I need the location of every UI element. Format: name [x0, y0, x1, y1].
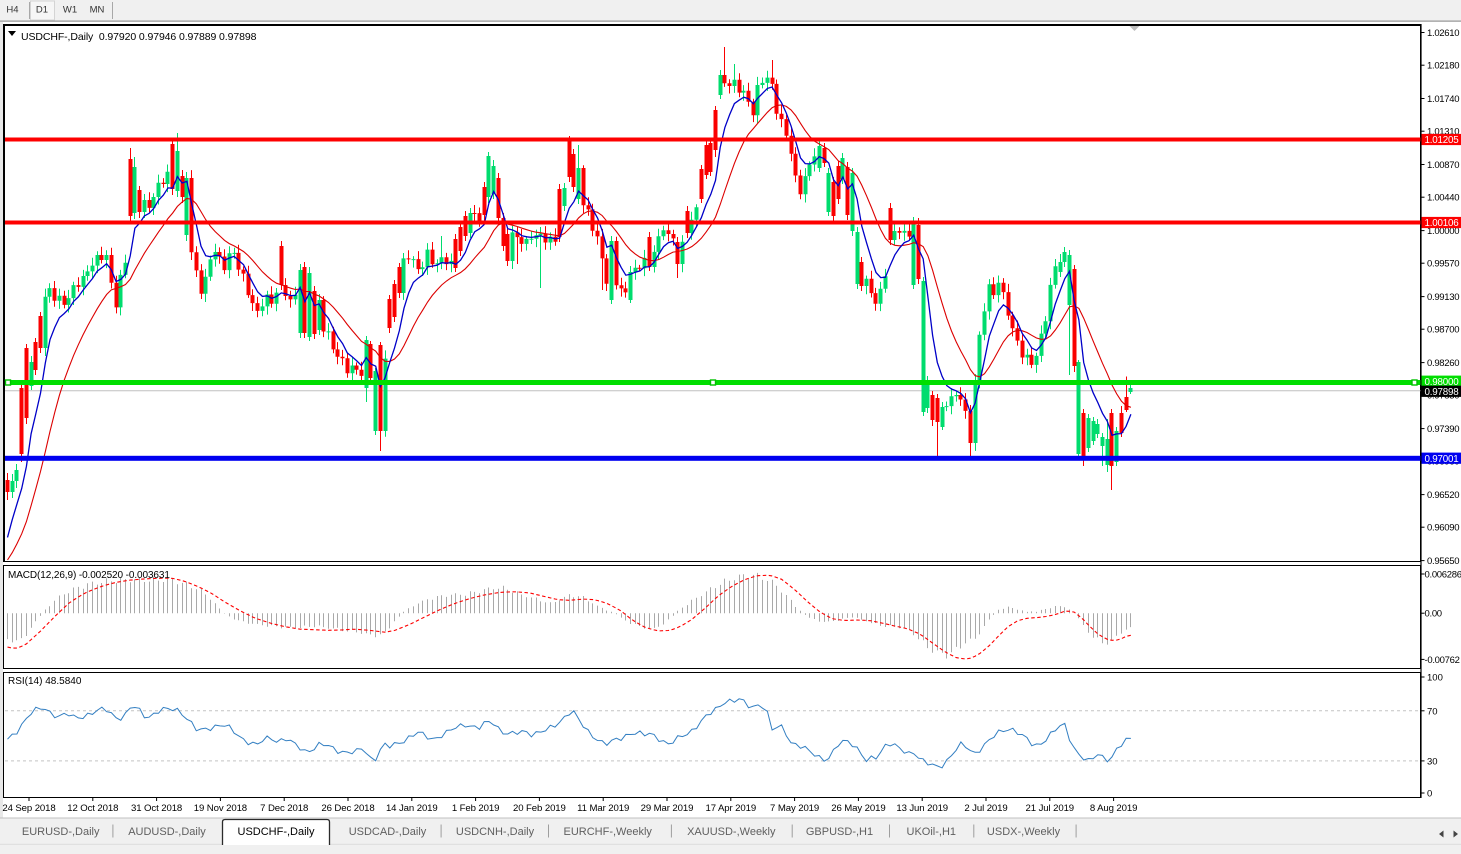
svg-text:0.00: 0.00	[1425, 609, 1442, 620]
svg-text:0.006286: 0.006286	[1425, 570, 1461, 581]
svg-text:70: 70	[1427, 706, 1438, 717]
svg-text:20 Feb 2019: 20 Feb 2019	[513, 803, 566, 814]
svg-text:USDCAD-,Daily: USDCAD-,Daily	[349, 826, 427, 838]
svg-text:0.96520: 0.96520	[1427, 490, 1459, 501]
svg-text:XAUUSD-,Weekly: XAUUSD-,Weekly	[687, 826, 776, 838]
svg-text:H4: H4	[6, 5, 18, 16]
svg-text:USDCHF-,Daily: USDCHF-,Daily	[238, 826, 316, 838]
svg-text:13 Jun 2019: 13 Jun 2019	[896, 803, 948, 814]
svg-text:30: 30	[1427, 756, 1438, 767]
svg-text:0.97001: 0.97001	[1425, 454, 1459, 465]
svg-text:19 Nov 2018: 19 Nov 2018	[194, 803, 247, 814]
svg-text:W1: W1	[63, 5, 77, 16]
svg-text:17 Apr 2019: 17 Apr 2019	[705, 803, 756, 814]
svg-text:0.99130: 0.99130	[1427, 292, 1459, 303]
svg-text:24 Sep 2018: 24 Sep 2018	[2, 803, 55, 814]
svg-text:7 Dec 2018: 7 Dec 2018	[260, 803, 308, 814]
svg-text:EURUSD-,Daily: EURUSD-,Daily	[22, 826, 100, 838]
svg-text:26 May 2019: 26 May 2019	[831, 803, 885, 814]
svg-text:USDCHF-,Daily 0.97920 0.97946: USDCHF-,Daily 0.97920 0.97946 0.97889 0.…	[21, 31, 257, 43]
svg-text:1.01205: 1.01205	[1425, 135, 1460, 146]
svg-text:GBPUSD-,H1: GBPUSD-,H1	[806, 826, 873, 838]
svg-text:12 Oct 2018: 12 Oct 2018	[67, 803, 118, 814]
svg-text:0.95650: 0.95650	[1427, 556, 1459, 567]
svg-text:31 Oct 2018: 31 Oct 2018	[131, 803, 182, 814]
svg-text:1.00106: 1.00106	[1425, 218, 1460, 229]
svg-text:USDX-,Weekly: USDX-,Weekly	[987, 826, 1061, 838]
svg-text:11 Mar 2019: 11 Mar 2019	[577, 803, 629, 814]
svg-text:14 Jan 2019: 14 Jan 2019	[386, 803, 438, 814]
svg-text:-0.00762: -0.00762	[1425, 655, 1460, 666]
svg-text:AUDUSD-,Daily: AUDUSD-,Daily	[128, 826, 206, 838]
svg-text:USDCNH-,Daily: USDCNH-,Daily	[456, 826, 535, 838]
svg-text:26 Dec 2018: 26 Dec 2018	[321, 803, 374, 814]
svg-text:MN: MN	[90, 5, 105, 16]
svg-text:0.98700: 0.98700	[1427, 325, 1459, 336]
svg-text:EURCHF-,Weekly: EURCHF-,Weekly	[563, 826, 652, 838]
svg-text:1.01740: 1.01740	[1427, 94, 1459, 105]
svg-text:0.96090: 0.96090	[1427, 523, 1459, 534]
svg-text:1 Feb 2019: 1 Feb 2019	[452, 803, 500, 814]
svg-text:8 Aug 2019: 8 Aug 2019	[1090, 803, 1138, 814]
svg-text:MACD(12,26,9) -0.002520 -0.003: MACD(12,26,9) -0.002520 -0.003631	[8, 570, 170, 581]
svg-text:1.02610: 1.02610	[1427, 28, 1459, 39]
svg-text:1.02180: 1.02180	[1427, 61, 1459, 72]
svg-text:100: 100	[1427, 673, 1443, 684]
svg-text:0.97390: 0.97390	[1427, 424, 1459, 435]
svg-text:0.98260: 0.98260	[1427, 358, 1459, 369]
svg-text:1.00870: 1.00870	[1427, 160, 1459, 171]
svg-text:1.00440: 1.00440	[1427, 193, 1459, 204]
svg-text:21 Jul 2019: 21 Jul 2019	[1026, 803, 1075, 814]
svg-text:7 May 2019: 7 May 2019	[770, 803, 819, 814]
svg-text:D1: D1	[36, 5, 48, 16]
svg-text:0.99570: 0.99570	[1427, 259, 1459, 270]
svg-text:UKOil-,H1: UKOil-,H1	[907, 826, 957, 838]
svg-text:0: 0	[1427, 789, 1432, 800]
svg-text:2 Jul 2019: 2 Jul 2019	[964, 803, 1007, 814]
svg-text:29 Mar 2019: 29 Mar 2019	[641, 803, 694, 814]
svg-text:RSI(14) 48.5840: RSI(14) 48.5840	[8, 676, 82, 687]
svg-text:0.97898: 0.97898	[1425, 387, 1460, 398]
